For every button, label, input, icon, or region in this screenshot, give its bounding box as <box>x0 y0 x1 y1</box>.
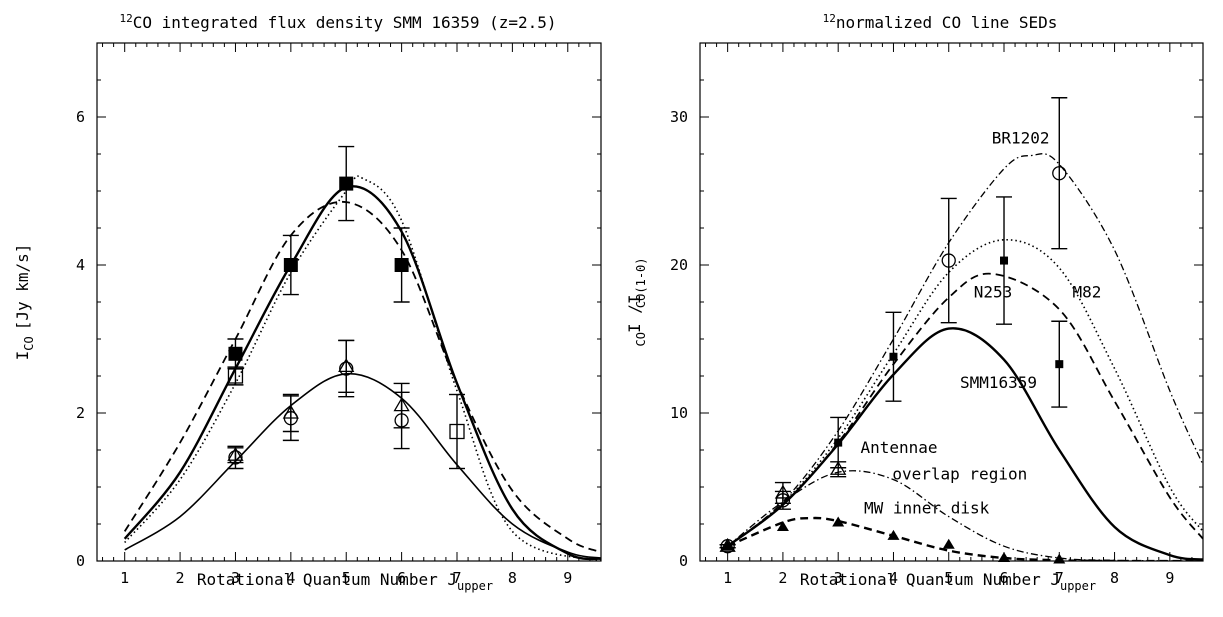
x-tick-label: 3 <box>231 569 240 587</box>
y-tick-label: 4 <box>76 256 85 274</box>
curve-annotation: MW inner disk <box>864 499 990 518</box>
data-point-filled-triangle <box>887 529 900 540</box>
data-point-open-circle <box>775 493 791 508</box>
data-point-small-filled-square <box>834 438 843 447</box>
y-axis-label-subscript2: CO(1-0) <box>634 257 648 308</box>
y-axis-label-subscript: CO <box>634 332 648 346</box>
model-curve-dashed <box>123 200 601 553</box>
data-point-open-square <box>227 368 244 384</box>
data-point-filled-square <box>228 346 243 361</box>
data-point-small-filled-square <box>1055 360 1064 369</box>
x-tick-label: 3 <box>834 569 843 587</box>
model-curve-dotted <box>124 175 601 561</box>
x-axis-label-subscript: upper <box>457 579 493 593</box>
x-tick-label: 7 <box>452 569 461 587</box>
x-tick-label: 9 <box>1165 569 1174 587</box>
x-tick-label: 1 <box>723 569 732 587</box>
data-point-open-triangle <box>338 358 355 373</box>
data-point-filled-triangle <box>832 516 845 527</box>
model-curve-solid-thick <box>123 185 601 561</box>
x-axis-label-text: Rotational Quantum Number J <box>197 570 457 589</box>
title-superscript: 12 <box>119 12 132 25</box>
y-tick-label: 10 <box>670 404 688 422</box>
x-tick-label: 1 <box>120 569 129 587</box>
x-tick-label: 4 <box>889 569 898 587</box>
x-tick-label: 4 <box>286 569 295 587</box>
data-point-filled-triangle <box>998 552 1011 563</box>
x-tick-label: 2 <box>176 569 185 587</box>
x-tick-label: 6 <box>999 569 1008 587</box>
chart-title: 12CO integrated flux density SMM 16359 (… <box>119 12 556 32</box>
data-point-open-triangle <box>282 404 299 419</box>
x-tick-label: 8 <box>1110 569 1119 587</box>
data-point-filled-triangle <box>1053 553 1066 564</box>
data-point-open-square <box>449 423 465 440</box>
curve-annotation: N253 <box>974 283 1013 302</box>
data-point-open-triangle <box>227 446 244 461</box>
y-tick-label: 0 <box>76 552 85 570</box>
x-tick-label: 7 <box>1055 569 1064 587</box>
data-point-filled-triangle <box>942 538 955 549</box>
y-tick-label: 6 <box>76 108 85 126</box>
curve-annotation: M82 <box>1072 283 1101 302</box>
curve-annotation: overlap region <box>892 465 1027 484</box>
data-point-open-triangle <box>393 397 410 412</box>
data-point-open-circle <box>1052 166 1067 181</box>
y-axis-label-text: I <box>13 351 32 361</box>
x-tick-label: 5 <box>342 569 351 587</box>
y-axis-label-text: I /I <box>625 295 644 334</box>
y-axis-label: I /ICO CO(1-0) <box>625 257 648 346</box>
model-curve-dotted <box>727 238 1203 547</box>
data-point-open-circle <box>720 539 735 554</box>
data-point-filled-triangle <box>721 540 734 551</box>
title-text: normalized CO line SEDs <box>836 13 1058 32</box>
data-point-filled-square <box>339 176 354 191</box>
y-axis-label-unit: [Jy km/s] <box>13 244 32 331</box>
chart-title: 12normalized CO line SEDs <box>823 12 1058 32</box>
y-axis-label: ICO [Jy km/s] <box>13 244 36 361</box>
y-axis-label-subscript: CO <box>22 336 36 350</box>
y-tick-label: 20 <box>670 256 688 274</box>
data-point-open-triangle <box>830 460 847 475</box>
x-axis-label: Rotational Quantum Number Jupper <box>197 570 493 593</box>
data-point-small-filled-square <box>1000 256 1009 265</box>
x-axis-label: Rotational Quantum Number Jupper <box>800 570 1096 593</box>
model-curve-solid <box>124 372 601 559</box>
y-tick-label: 0 <box>679 552 688 570</box>
title-superscript: 12 <box>823 12 836 25</box>
y-tick-label: 2 <box>76 404 85 422</box>
curve-annotation: SMM16359 <box>960 373 1037 392</box>
x-tick-label: 6 <box>397 569 406 587</box>
curve-annotation: Antennae <box>860 438 937 457</box>
data-point-filled-triangle <box>776 520 789 531</box>
data-point-filled-square <box>283 258 298 272</box>
model-curve-solid-thick <box>726 327 1203 561</box>
x-axis-label-subscript: upper <box>1060 579 1096 593</box>
curve-annotation: BR1202 <box>992 129 1050 148</box>
title-text: CO integrated flux density SMM 16359 (z=… <box>133 13 557 32</box>
model-curve-dashed-thick <box>727 516 1203 561</box>
data-point-small-filled-square <box>889 352 898 361</box>
x-tick-label: 2 <box>778 569 787 587</box>
x-tick-label: 5 <box>944 569 953 587</box>
x-tick-label: 9 <box>563 569 572 587</box>
data-point-open-circle <box>941 253 956 268</box>
y-tick-label: 30 <box>670 108 688 126</box>
data-point-filled-square <box>394 258 409 272</box>
x-axis-label-text: Rotational Quantum Number J <box>800 570 1060 589</box>
model-curve-dash-dot <box>727 470 1203 561</box>
x-tick-label: 8 <box>508 569 517 587</box>
